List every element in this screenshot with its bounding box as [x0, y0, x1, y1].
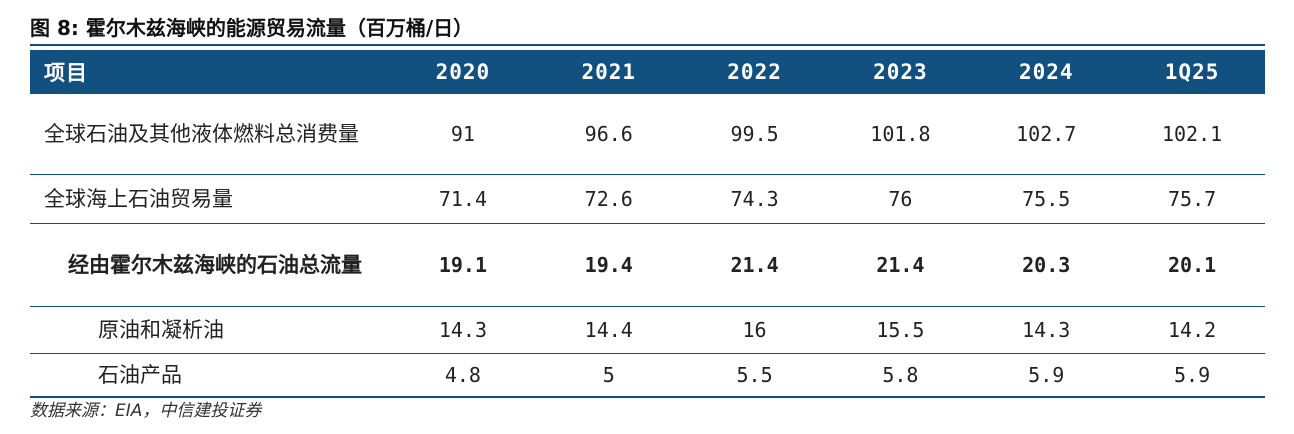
cell: 75.7 [1119, 174, 1265, 224]
cell: 4.8 [390, 353, 536, 398]
cell: 14.2 [1119, 306, 1265, 354]
table-row: 全球海上石油贸易量 71.4 72.6 74.3 76 75.5 75.7 [30, 174, 1265, 224]
cell: 14.4 [535, 306, 682, 354]
cell: 74.3 [681, 174, 828, 224]
cell: 71.4 [390, 174, 536, 224]
cell: 21.4 [681, 223, 828, 307]
title: 图 8: 霍尔木兹海峡的能源贸易流量（百万桶/日） [30, 16, 474, 40]
cell: 5.5 [681, 353, 828, 398]
table-row: 石油产品 4.8 5 5.5 5.8 5.9 5.9 [30, 353, 1265, 398]
header-row: 项目 2020 2021 2022 2023 2024 1Q25 [30, 50, 1265, 94]
cell: 75.5 [973, 174, 1120, 224]
row-label: 石油产品 [30, 353, 390, 398]
header-cell: 2021 [535, 50, 682, 94]
cell: 99.5 [681, 94, 828, 175]
title-rule [30, 44, 1265, 46]
cell: 102.1 [1119, 94, 1265, 175]
header-cell: 2022 [681, 50, 828, 94]
cell: 14.3 [973, 306, 1120, 354]
cell: 76 [827, 174, 974, 224]
row-label: 原油和凝析油 [30, 306, 390, 354]
cell: 14.3 [390, 306, 536, 354]
header-cell: 1Q25 [1119, 50, 1265, 94]
cell: 91 [390, 94, 536, 175]
cell: 5.8 [827, 353, 974, 398]
row-label: 经由霍尔木兹海峡的石油总流量 [30, 223, 390, 307]
cell: 16 [681, 306, 828, 354]
header-cell: 2024 [973, 50, 1120, 94]
cell: 5 [535, 353, 682, 398]
header-cell: 2020 [390, 50, 536, 94]
cell: 5.9 [1119, 353, 1265, 398]
source: 数据来源：EIA，中信建投证券 [30, 401, 262, 421]
cell: 96.6 [535, 94, 682, 175]
table: 项目 2020 2021 2022 2023 2024 1Q25 全球石油及其他液体燃料总消… [30, 50, 1265, 398]
table-body: 全球石油及其他液体燃料总消费量 91 96.6 99.5 101.8 102.7 102.1… [30, 94, 1265, 398]
cell: 102.7 [973, 94, 1120, 175]
cell: 101.8 [827, 94, 974, 175]
cell: 21.4 [827, 223, 974, 307]
cell: 15.5 [827, 306, 974, 354]
header-cell: 项目 [30, 50, 390, 94]
table-row: 全球石油及其他液体燃料总消费量 91 96.6 99.5 101.8 102.7 102.1 [30, 94, 1265, 175]
cell: 20.1 [1119, 223, 1265, 307]
header-cell: 2023 [827, 50, 974, 94]
table-row: 原油和凝析油 14.3 14.4 16 15.5 14.3 14.2 [30, 306, 1265, 354]
row-label: 全球石油及其他液体燃料总消费量 [30, 94, 390, 175]
row-label: 全球海上石油贸易量 [30, 174, 390, 224]
table-row: 经由霍尔木兹海峡的石油总流量 19.1 19.4 21.4 21.4 20.3 20.1 [30, 223, 1265, 307]
cell: 72.6 [535, 174, 682, 224]
cell: 20.3 [973, 223, 1120, 307]
cell: 19.4 [535, 223, 682, 307]
cell: 5.9 [973, 353, 1120, 398]
cell: 19.1 [390, 223, 536, 307]
